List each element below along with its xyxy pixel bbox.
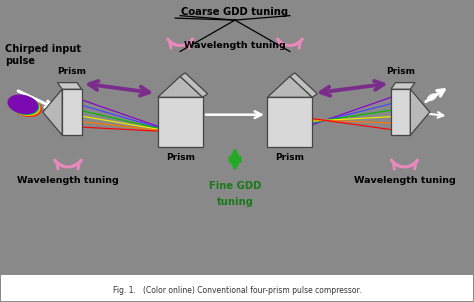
Polygon shape bbox=[43, 89, 62, 135]
Text: Wavelength tuning: Wavelength tuning bbox=[354, 176, 456, 185]
Text: Wavelength tuning: Wavelength tuning bbox=[17, 176, 119, 185]
Ellipse shape bbox=[9, 96, 39, 115]
Text: Fig. 1.   (Color online) Conventional four-prism pulse compressor.: Fig. 1. (Color online) Conventional four… bbox=[113, 286, 361, 295]
Ellipse shape bbox=[8, 95, 39, 114]
Ellipse shape bbox=[11, 98, 42, 117]
Text: tuning: tuning bbox=[217, 197, 254, 207]
Polygon shape bbox=[267, 97, 312, 147]
Ellipse shape bbox=[10, 96, 40, 116]
Polygon shape bbox=[391, 83, 415, 89]
Polygon shape bbox=[57, 83, 82, 89]
Text: Chirped input
pulse: Chirped input pulse bbox=[5, 44, 81, 66]
Ellipse shape bbox=[10, 97, 41, 116]
Ellipse shape bbox=[427, 93, 437, 101]
Ellipse shape bbox=[8, 95, 38, 114]
Polygon shape bbox=[391, 89, 410, 135]
FancyBboxPatch shape bbox=[0, 275, 474, 302]
Text: Prism: Prism bbox=[166, 153, 195, 162]
Polygon shape bbox=[267, 76, 312, 97]
Polygon shape bbox=[158, 97, 202, 147]
Text: Prism: Prism bbox=[386, 67, 415, 76]
Text: Coarse GDD tuning: Coarse GDD tuning bbox=[182, 7, 289, 17]
Polygon shape bbox=[180, 73, 208, 97]
Text: Prism: Prism bbox=[275, 153, 304, 162]
Text: Fine GDD: Fine GDD bbox=[209, 181, 261, 191]
Polygon shape bbox=[158, 76, 202, 97]
Text: Prism: Prism bbox=[57, 67, 86, 76]
Polygon shape bbox=[62, 89, 82, 135]
Text: Wavelength tuning: Wavelength tuning bbox=[184, 41, 286, 50]
Polygon shape bbox=[290, 73, 317, 97]
Polygon shape bbox=[410, 89, 430, 135]
